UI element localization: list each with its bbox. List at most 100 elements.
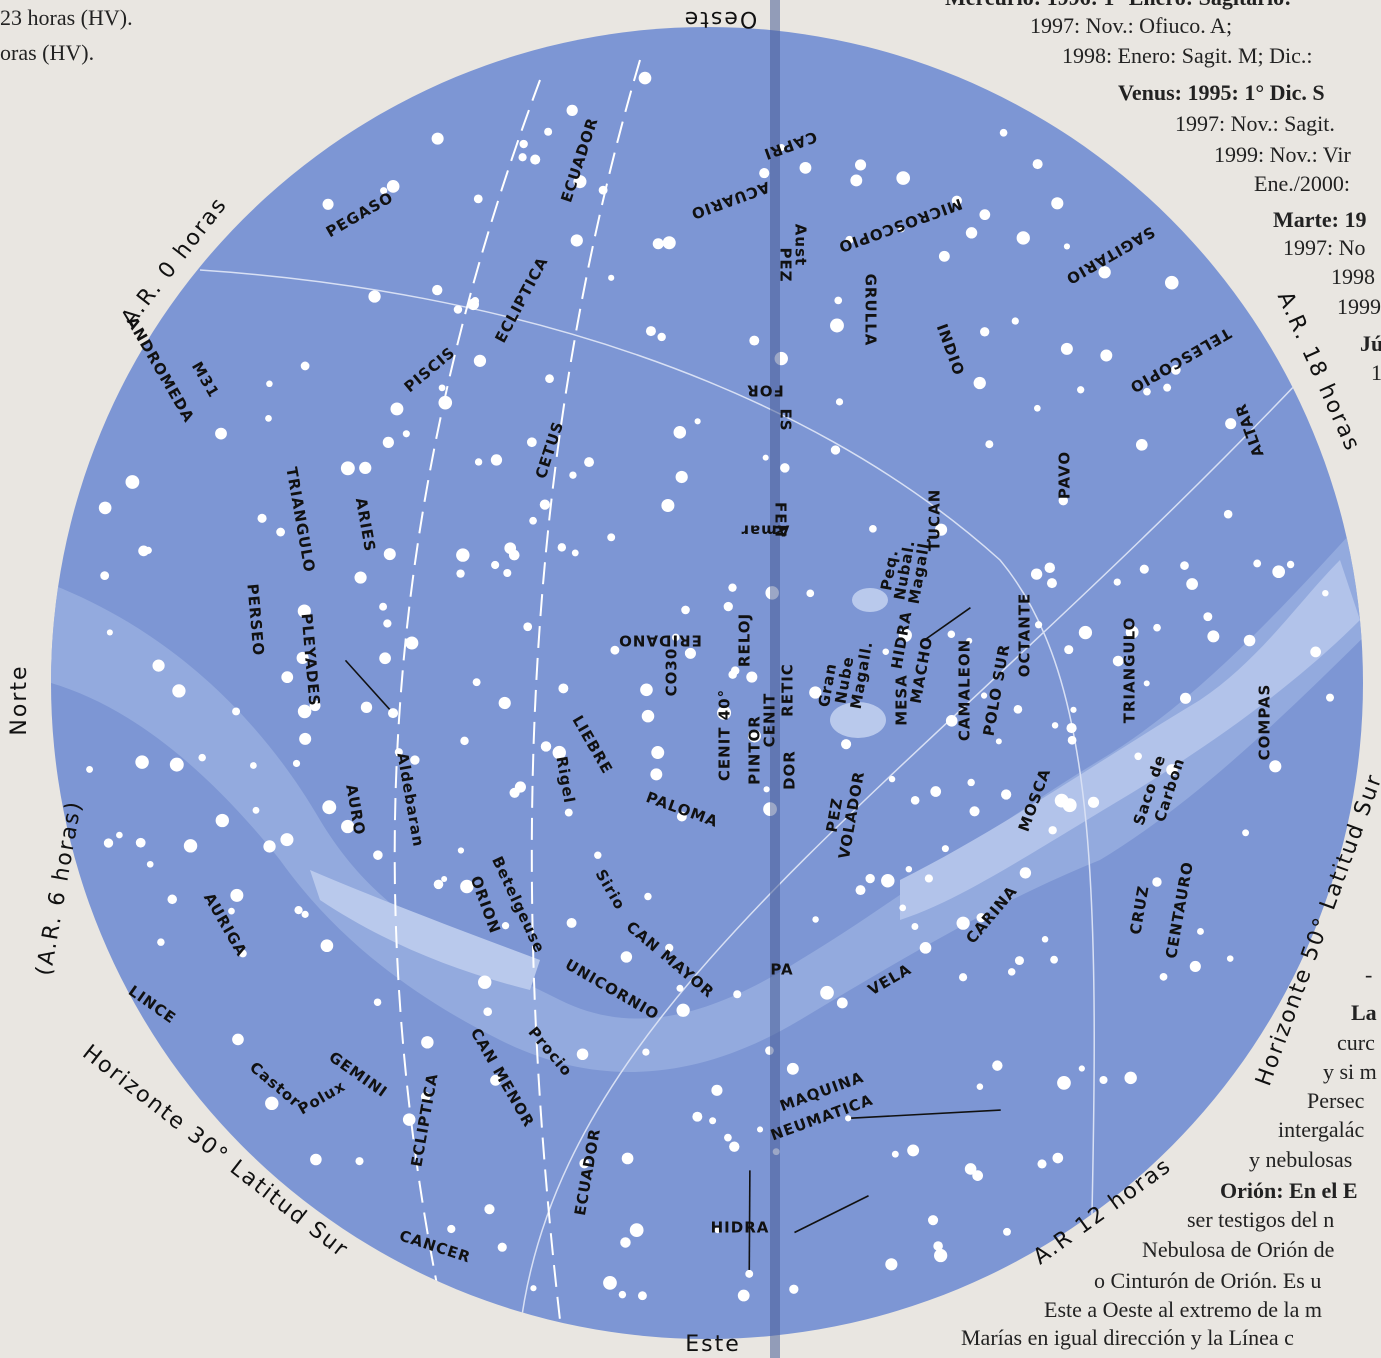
star — [508, 549, 520, 561]
star — [169, 757, 184, 772]
star — [1286, 560, 1295, 569]
star — [232, 1033, 244, 1046]
side-text: intergalác — [1278, 1117, 1365, 1142]
star — [1016, 231, 1030, 245]
star — [1041, 936, 1049, 943]
star — [1186, 578, 1198, 590]
star — [438, 395, 453, 410]
star — [230, 888, 244, 902]
star — [497, 1242, 507, 1252]
star — [232, 707, 241, 716]
star — [301, 910, 309, 918]
star — [1269, 760, 1282, 773]
star — [958, 973, 968, 982]
star — [215, 427, 227, 440]
constellation-label: RETIC — [779, 663, 797, 717]
star — [394, 748, 403, 757]
star — [786, 1062, 799, 1075]
star — [1050, 955, 1058, 964]
star — [405, 636, 419, 650]
constellation-label: MESA — [893, 674, 911, 726]
star — [1046, 578, 1057, 589]
side-text: 1999 — [1337, 294, 1381, 319]
side-text: Jú — [1360, 331, 1381, 356]
star — [1322, 589, 1329, 597]
constellation-label: CAMALEON — [956, 639, 974, 741]
star — [728, 583, 737, 592]
star — [421, 1036, 434, 1049]
star — [1253, 559, 1262, 568]
side-text: curc — [1337, 1030, 1375, 1055]
star — [640, 683, 653, 697]
star — [1048, 826, 1057, 835]
star — [711, 1084, 723, 1096]
star — [498, 696, 511, 710]
star — [420, 1091, 431, 1102]
side-text: ser testigos del n — [1187, 1207, 1334, 1232]
side-text: Venus: 1995: 1° Dic. S — [1118, 80, 1325, 105]
star — [845, 1115, 852, 1122]
star — [723, 601, 733, 612]
star — [539, 499, 550, 510]
star — [453, 305, 463, 314]
star — [965, 227, 978, 239]
star — [100, 571, 110, 581]
star — [1170, 365, 1181, 375]
constellation-label: Amar — [741, 522, 790, 540]
star — [557, 543, 567, 552]
star — [456, 548, 470, 562]
star — [780, 463, 790, 473]
star — [933, 1241, 943, 1251]
constellation-label: PEZ — [777, 247, 795, 282]
side-text: y nebulosas — [1249, 1147, 1352, 1172]
star — [1124, 1071, 1137, 1085]
star — [1166, 764, 1178, 776]
star — [252, 806, 260, 814]
star — [228, 907, 235, 915]
star — [238, 949, 247, 958]
star — [299, 732, 312, 745]
star — [530, 1285, 537, 1292]
star — [383, 548, 396, 561]
star — [724, 1133, 732, 1142]
star — [98, 501, 112, 515]
star — [310, 1153, 322, 1166]
star — [733, 990, 742, 999]
star — [1164, 275, 1179, 290]
constellation-label: PINTOR — [746, 715, 764, 785]
star — [652, 238, 664, 250]
star — [472, 678, 481, 687]
star — [382, 436, 394, 448]
star — [297, 704, 312, 719]
star — [1163, 383, 1172, 392]
star — [1189, 960, 1201, 973]
star — [1019, 867, 1032, 879]
star — [280, 833, 294, 847]
side-text: Mercurio: 1996: 1° Enero: Sagitario: — [945, 0, 1291, 10]
star — [183, 839, 198, 853]
star — [438, 384, 446, 392]
star — [812, 916, 819, 923]
side-text: Nebulosa de Orión de — [1142, 1237, 1334, 1262]
star — [762, 454, 769, 461]
star — [456, 569, 465, 578]
rim-label: Norte — [7, 664, 32, 735]
star — [1064, 645, 1074, 655]
constellation-label: CENIT 40° — [716, 689, 734, 781]
constellation-label: ERIDANO — [618, 632, 702, 650]
star — [999, 128, 1008, 137]
star — [637, 1291, 647, 1301]
star — [841, 739, 852, 750]
star — [116, 831, 123, 839]
star — [594, 851, 602, 859]
star — [1139, 564, 1149, 574]
constellation-label: GRULLA — [862, 274, 880, 347]
star — [103, 838, 114, 848]
star — [341, 819, 355, 834]
star — [620, 1237, 631, 1248]
star — [509, 787, 520, 798]
rim-label: Oeste — [683, 6, 757, 31]
star — [899, 904, 907, 912]
star — [835, 398, 844, 406]
